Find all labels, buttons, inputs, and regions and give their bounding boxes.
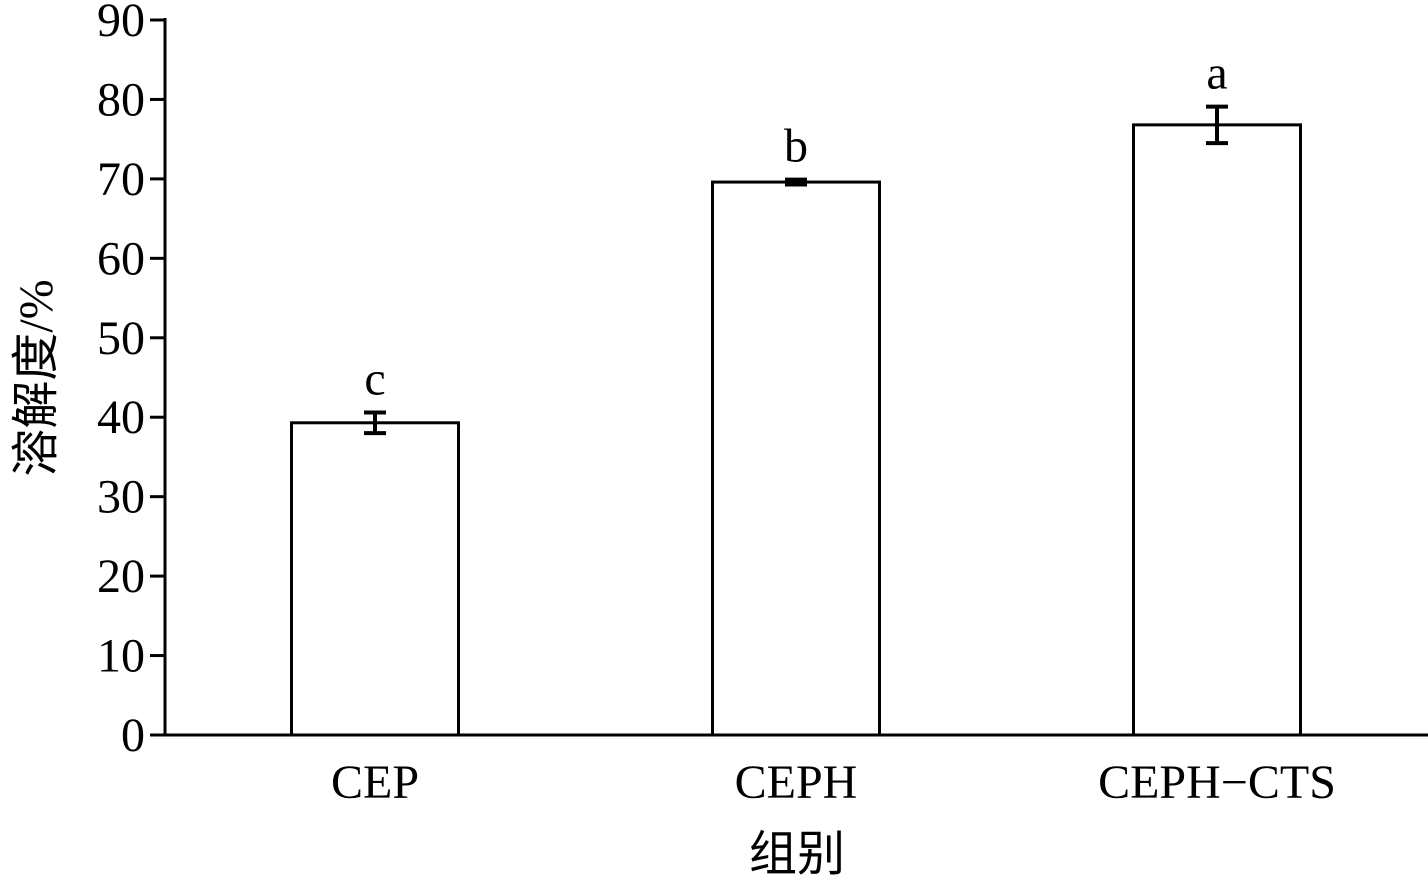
y-tick-label: 80 xyxy=(97,73,145,126)
y-tick-label: 10 xyxy=(97,630,145,683)
bar xyxy=(711,180,881,737)
axes: 0 10 20 30 40 50 60 70 80 90 CEP CEPH CEPH−CTS xyxy=(97,0,1428,809)
y-tick-label: 0 xyxy=(121,709,145,762)
y-tick-label: 90 xyxy=(97,0,145,47)
x-tick-label: CEP xyxy=(331,756,419,809)
bars: c b a xyxy=(290,47,1302,737)
y-tick-label: 20 xyxy=(97,550,145,603)
y-axis-label: 溶解度/% xyxy=(10,279,63,476)
significance-label: b xyxy=(784,120,808,173)
significance-label: c xyxy=(364,352,385,405)
significance-label: a xyxy=(1206,47,1227,100)
x-tick-label: CEPH xyxy=(735,756,858,809)
y-tick-label: 50 xyxy=(97,312,145,365)
bar xyxy=(290,421,460,737)
y-tick-label: 60 xyxy=(97,232,145,285)
x-axis-label: 组别 xyxy=(749,828,845,879)
x-tick-label: CEPH−CTS xyxy=(1098,756,1336,809)
bar xyxy=(1132,123,1302,737)
y-tick-label: 30 xyxy=(97,471,145,524)
y-tick-label: 70 xyxy=(97,153,145,206)
y-tick-label: 40 xyxy=(97,391,145,444)
